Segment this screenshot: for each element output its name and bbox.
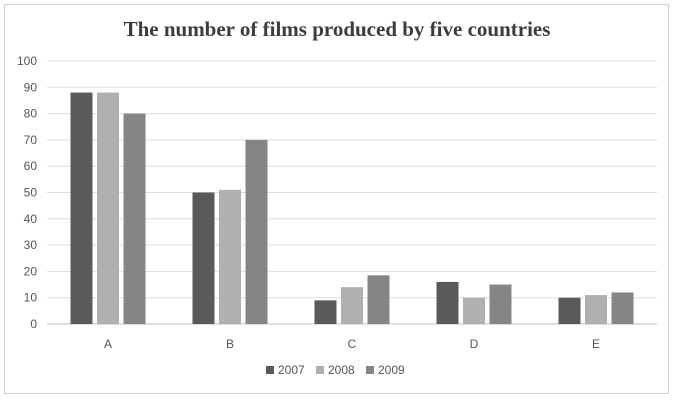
y-axis-ticks: 0 10 20 30 40 50 60 70 80 90 100 bbox=[17, 54, 37, 331]
bar-b-2009 bbox=[245, 139, 268, 324]
bars bbox=[70, 92, 634, 324]
y-tick-label: 50 bbox=[24, 186, 38, 200]
x-tick-label: D bbox=[470, 337, 479, 351]
bar-b-2007 bbox=[192, 192, 215, 324]
y-tick-label: 100 bbox=[17, 54, 37, 68]
y-tick-label: 40 bbox=[24, 212, 38, 226]
bar-a-2008 bbox=[97, 92, 119, 324]
chart-frame: The number of films produced by five cou… bbox=[4, 4, 669, 394]
y-tick-label: 30 bbox=[24, 238, 38, 252]
bar-e-2009 bbox=[611, 292, 634, 324]
x-tick-label: C bbox=[348, 337, 357, 351]
bar-e-2008 bbox=[585, 295, 607, 324]
legend-label-2008: 2008 bbox=[328, 363, 355, 377]
bar-d-2007 bbox=[436, 281, 459, 324]
gridlines bbox=[47, 60, 657, 325]
y-tick-label: 80 bbox=[24, 107, 38, 121]
y-tick-label: 60 bbox=[24, 159, 38, 173]
bar-a-2007 bbox=[70, 92, 93, 324]
chart-title: The number of films produced by five cou… bbox=[124, 17, 551, 41]
bar-c-2007 bbox=[314, 300, 337, 324]
x-tick-label: B bbox=[226, 337, 234, 351]
x-tick-label: A bbox=[104, 337, 112, 351]
x-tick-label: E bbox=[592, 337, 600, 351]
legend-label-2007: 2007 bbox=[278, 363, 305, 377]
bar-b-2008 bbox=[219, 189, 241, 324]
bar-d-2009 bbox=[489, 284, 512, 324]
y-tick-label: 20 bbox=[24, 264, 38, 278]
legend: 2007 2008 2009 bbox=[266, 363, 405, 377]
bar-chart: The number of films produced by five cou… bbox=[17, 17, 657, 377]
legend-swatch-2009 bbox=[366, 366, 374, 374]
bar-c-2009 bbox=[367, 275, 390, 324]
bar-a-2009 bbox=[123, 113, 146, 324]
bar-c-2008 bbox=[341, 287, 363, 324]
y-tick-label: 70 bbox=[24, 133, 38, 147]
x-axis-ticks: A B C D E bbox=[104, 337, 600, 351]
y-tick-label: 90 bbox=[24, 80, 38, 94]
y-tick-label: 10 bbox=[24, 291, 38, 305]
y-tick-label: 0 bbox=[30, 317, 37, 331]
legend-swatch-2008 bbox=[316, 366, 324, 374]
bar-d-2008 bbox=[463, 297, 485, 324]
legend-label-2009: 2009 bbox=[378, 363, 405, 377]
bar-e-2007 bbox=[558, 297, 581, 324]
legend-swatch-2007 bbox=[266, 366, 274, 374]
